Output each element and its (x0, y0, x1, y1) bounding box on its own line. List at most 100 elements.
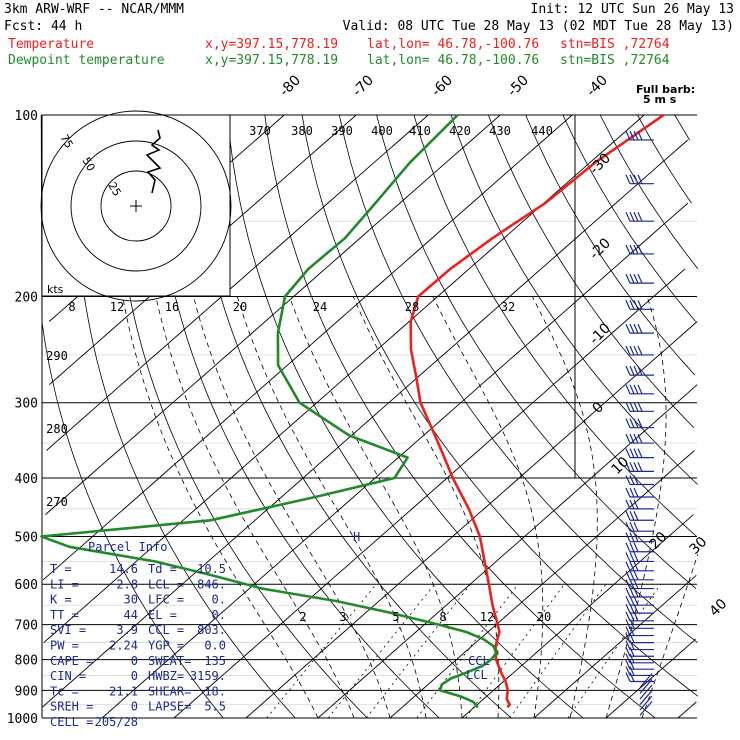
parcel-row-key: SHEAR= (148, 684, 191, 698)
dry-adiabat (338, 114, 698, 644)
isotherm-label: -30 (587, 150, 614, 177)
parcel-row-key: LI = (50, 577, 79, 591)
mixing-ratio-label: 5 (392, 610, 399, 624)
parcel-row-value: 18. (204, 684, 226, 698)
pressure-tick-label: 1000 (7, 712, 38, 727)
ccl-label: CCL (468, 654, 490, 668)
wind-barb (625, 174, 654, 185)
parcel-row-key: T = (50, 562, 72, 576)
wind-barb (625, 462, 654, 473)
isotherm-label: 30 (687, 534, 711, 558)
wind-barb (625, 402, 654, 412)
parcel-row-value: 205/28 (95, 715, 138, 729)
wind-barbs (625, 130, 654, 716)
wind-barb (639, 690, 653, 705)
parcel-row-value: 30 (124, 593, 138, 607)
legend-dewpoint-stn: stn=BIS ,72764 (560, 53, 670, 68)
mixing-ratio-label: 2 (299, 610, 306, 624)
legend-dewpoint: Dewpoint temperature (8, 53, 165, 68)
moist-adiabat (155, 296, 355, 719)
parcel-row-key: LCL = (148, 577, 184, 591)
dry-adiabat (599, 114, 699, 270)
wind-barb (625, 532, 654, 543)
wind-barb (625, 130, 654, 141)
parcel-row-key: LFC = (148, 593, 184, 607)
wind-barb (625, 647, 654, 657)
isotherm-label: 10 (609, 454, 633, 478)
parcel-row-key: PW = (50, 639, 79, 653)
isotherm (43, 114, 645, 644)
theta-label: 290 (46, 349, 68, 363)
wind-barb (639, 700, 653, 716)
moist-adiabat (641, 554, 699, 719)
mixing-ratio-label: 16 (165, 300, 179, 314)
isotherm (533, 574, 697, 719)
hodograph-ring (40, 110, 232, 302)
isotherm-label: -80 (277, 72, 304, 99)
parcel-row-key: CAPE = (50, 654, 93, 668)
wind-barb (625, 561, 654, 572)
pressure-tick-label: 600 (15, 578, 38, 593)
mixing-ratio-label: 20 (233, 300, 247, 314)
parcel-row-key: SWEAT= (148, 654, 191, 668)
parcel-row-key: K = (50, 593, 72, 607)
isotherm-label: -60 (429, 72, 456, 99)
wind-barb (625, 640, 654, 651)
pressure-tick-label: 300 (15, 397, 38, 412)
dry-adiabats (40, 114, 699, 719)
dry-adiabat (674, 114, 690, 141)
parcel-row-value: 44 (124, 608, 138, 622)
parcel-row-value: 3.9 (116, 623, 138, 637)
wind-barb (625, 244, 654, 255)
pressure-tick-label: 200 (15, 291, 38, 306)
wind-barb (625, 611, 654, 622)
moist-adiabat (432, 296, 544, 719)
pressure-tick-label: 100 (15, 109, 38, 124)
theta-label: 370 (249, 124, 271, 138)
moist-adiabat (352, 296, 500, 719)
dry-adiabat (152, 114, 440, 719)
dry-adiabat (637, 114, 692, 204)
init-time: Init: 12 UTC Sun 26 May 13 (531, 2, 735, 17)
isotherm (101, 202, 689, 719)
legend-temperature-stn: stn=BIS ,72764 (560, 37, 670, 52)
parcel-row-value: 10.5 (197, 562, 226, 576)
mixing-ratio-line (465, 583, 565, 719)
mixing-ratio-label: 3 (339, 610, 346, 624)
wind-barb (625, 570, 654, 581)
parcel-row-value: 14.6 (109, 562, 138, 576)
parcel-row-value: 0. (212, 593, 226, 607)
wind-barb (625, 633, 654, 644)
lcl-label: LCL (466, 668, 488, 682)
parcel-info: Parcel Info T = 14.6 Td = 10.5 LI = 2.8 LCL = 8… (50, 540, 226, 729)
wind-barb (625, 475, 654, 486)
parcel-row-key: SREH = (50, 700, 93, 714)
wind-barb (625, 619, 654, 629)
mixing-ratio-line (567, 583, 661, 719)
dry-adiabat (75, 114, 296, 719)
wind-barb (639, 678, 653, 694)
mixing-ratio-line (416, 583, 519, 719)
moist-adiabat (605, 296, 667, 719)
h-label: H (353, 530, 360, 544)
parcel-row-value: 5.5 (204, 700, 226, 714)
parcel-row-key: CIN = (50, 669, 86, 683)
valid-time: Valid: 08 UTC Tue 28 May 13 (02 MDT Tue … (343, 19, 734, 34)
dry-adiabat (264, 114, 656, 719)
parcel-row-key: HWBZ= (148, 669, 184, 683)
parcel-row-key: EL = (148, 608, 177, 622)
wind-barb (625, 273, 654, 284)
theta-label: 400 (371, 124, 393, 138)
pressure-tick-label: 900 (15, 684, 38, 699)
wind-barb (639, 695, 653, 711)
wind-barb (625, 487, 654, 498)
theta-label: 270 (46, 495, 68, 509)
hodograph-ring (70, 140, 202, 272)
dry-adiabat (114, 114, 368, 719)
parcel-row-key: CELL = (50, 715, 93, 729)
wind-barb (625, 595, 654, 606)
wind-barb (625, 542, 654, 553)
mixing-ratio-label: 28 (405, 300, 419, 314)
parcel-row-key: CCL = (148, 623, 184, 637)
